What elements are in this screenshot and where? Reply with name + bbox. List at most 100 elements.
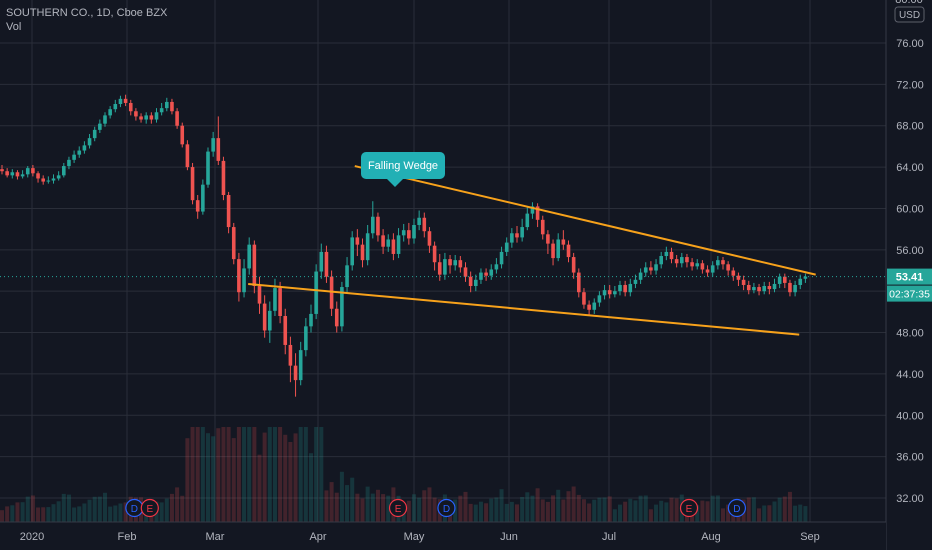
candle-body[interactable] bbox=[453, 260, 457, 266]
candle-body[interactable] bbox=[216, 138, 221, 161]
candle-body[interactable] bbox=[67, 159, 71, 167]
candle-body[interactable] bbox=[401, 230, 406, 236]
candle-body[interactable] bbox=[561, 239, 566, 245]
trendline-upper[interactable] bbox=[354, 165, 816, 276]
candle-body[interactable] bbox=[25, 168, 30, 175]
candle-body[interactable] bbox=[494, 264, 499, 270]
dividend-marker[interactable] bbox=[437, 498, 456, 518]
candle-body[interactable] bbox=[103, 115, 107, 124]
candle-body[interactable] bbox=[72, 154, 76, 160]
candle-body[interactable] bbox=[257, 286, 262, 304]
candle-body[interactable] bbox=[175, 111, 179, 126]
candle-body[interactable] bbox=[381, 235, 385, 247]
candle-body[interactable] bbox=[329, 276, 334, 309]
candle-body[interactable] bbox=[195, 200, 200, 212]
candle-body[interactable] bbox=[159, 108, 164, 113]
candle-body[interactable] bbox=[803, 276, 808, 279]
candle-body[interactable] bbox=[674, 259, 679, 264]
candle-body[interactable] bbox=[304, 326, 308, 351]
candle-body[interactable] bbox=[56, 175, 61, 179]
candle-body[interactable] bbox=[752, 287, 756, 291]
candle-body[interactable] bbox=[649, 267, 653, 271]
candle-body[interactable] bbox=[602, 290, 607, 296]
candle-body[interactable] bbox=[180, 125, 185, 145]
candle-body[interactable] bbox=[31, 168, 35, 174]
currency-box[interactable] bbox=[894, 6, 925, 23]
candle-body[interactable] bbox=[391, 239, 396, 254]
candle-body[interactable] bbox=[432, 245, 437, 263]
candle-body[interactable] bbox=[154, 112, 159, 120]
candle-body[interactable] bbox=[149, 115, 154, 120]
candle-body[interactable] bbox=[206, 151, 210, 185]
candle-body[interactable] bbox=[41, 178, 45, 182]
candle-body[interactable] bbox=[437, 262, 442, 275]
candle-body[interactable] bbox=[427, 231, 432, 246]
candle-body[interactable] bbox=[412, 225, 416, 239]
candle-body[interactable] bbox=[46, 180, 51, 182]
candle-body[interactable] bbox=[798, 278, 803, 285]
candle-body[interactable] bbox=[746, 284, 751, 291]
candle-body[interactable] bbox=[268, 310, 272, 331]
candle-body[interactable] bbox=[597, 295, 602, 303]
candle-body[interactable] bbox=[628, 283, 633, 293]
candle-body[interactable] bbox=[448, 259, 452, 266]
candle-body[interactable] bbox=[669, 251, 674, 260]
candle-body[interactable] bbox=[350, 237, 354, 266]
candle-body[interactable] bbox=[165, 101, 169, 109]
candle-body[interactable] bbox=[62, 166, 66, 176]
candle-body[interactable] bbox=[571, 257, 576, 273]
candle-body[interactable] bbox=[82, 145, 87, 151]
candle-body[interactable] bbox=[98, 123, 102, 130]
candle-body[interactable] bbox=[128, 102, 133, 112]
candle-body[interactable] bbox=[556, 239, 560, 259]
candle-body[interactable] bbox=[190, 167, 195, 201]
candle-body[interactable] bbox=[623, 284, 627, 293]
candle-body[interactable] bbox=[278, 288, 282, 316]
candle-body[interactable] bbox=[417, 217, 421, 225]
candle-body[interactable] bbox=[371, 216, 375, 234]
candle-body[interactable] bbox=[664, 251, 669, 257]
candle-body[interactable] bbox=[788, 282, 792, 293]
candle-body[interactable] bbox=[520, 227, 524, 238]
candle-body[interactable] bbox=[242, 268, 246, 293]
candle-body[interactable] bbox=[77, 150, 82, 155]
earnings-marker[interactable] bbox=[388, 498, 408, 518]
candle-body[interactable] bbox=[407, 230, 411, 239]
candle-body[interactable] bbox=[577, 272, 581, 293]
candle-body[interactable] bbox=[376, 216, 380, 236]
candle-body[interactable] bbox=[355, 237, 360, 245]
candle-body[interactable] bbox=[757, 287, 761, 292]
candle-body[interactable] bbox=[736, 275, 741, 280]
candle-body[interactable] bbox=[762, 286, 766, 292]
candle-body[interactable] bbox=[283, 316, 288, 345]
candle-body[interactable] bbox=[592, 302, 597, 310]
candle-body[interactable] bbox=[540, 219, 545, 235]
candle-body[interactable] bbox=[705, 269, 710, 273]
candle-body[interactable] bbox=[468, 276, 473, 287]
annotation-callout[interactable] bbox=[361, 152, 445, 179]
candle-body[interactable] bbox=[731, 270, 736, 276]
candle-body[interactable] bbox=[262, 303, 267, 331]
candle-body[interactable] bbox=[680, 257, 684, 264]
candle-body[interactable] bbox=[170, 101, 174, 112]
candle-body[interactable] bbox=[535, 206, 540, 220]
candle-body[interactable] bbox=[700, 263, 705, 270]
candle-body[interactable] bbox=[396, 235, 401, 254]
candle-body[interactable] bbox=[247, 244, 251, 269]
candle-body[interactable] bbox=[741, 279, 746, 285]
candle-body[interactable] bbox=[340, 287, 344, 327]
candle-body[interactable] bbox=[443, 259, 447, 275]
candle-body[interactable] bbox=[314, 271, 318, 314]
candle-body[interactable] bbox=[288, 344, 293, 366]
candle-body[interactable] bbox=[690, 262, 694, 267]
candle-body[interactable] bbox=[695, 263, 700, 267]
candle-body[interactable] bbox=[654, 264, 658, 271]
candle-body[interactable] bbox=[36, 173, 40, 179]
candle-body[interactable] bbox=[201, 184, 205, 212]
candle-body[interactable] bbox=[474, 279, 478, 287]
candle-body[interactable] bbox=[51, 178, 56, 181]
candle-body[interactable] bbox=[334, 308, 339, 327]
candle-body[interactable] bbox=[20, 174, 25, 177]
candle-body[interactable] bbox=[499, 251, 504, 265]
candle-body[interactable] bbox=[309, 313, 313, 327]
